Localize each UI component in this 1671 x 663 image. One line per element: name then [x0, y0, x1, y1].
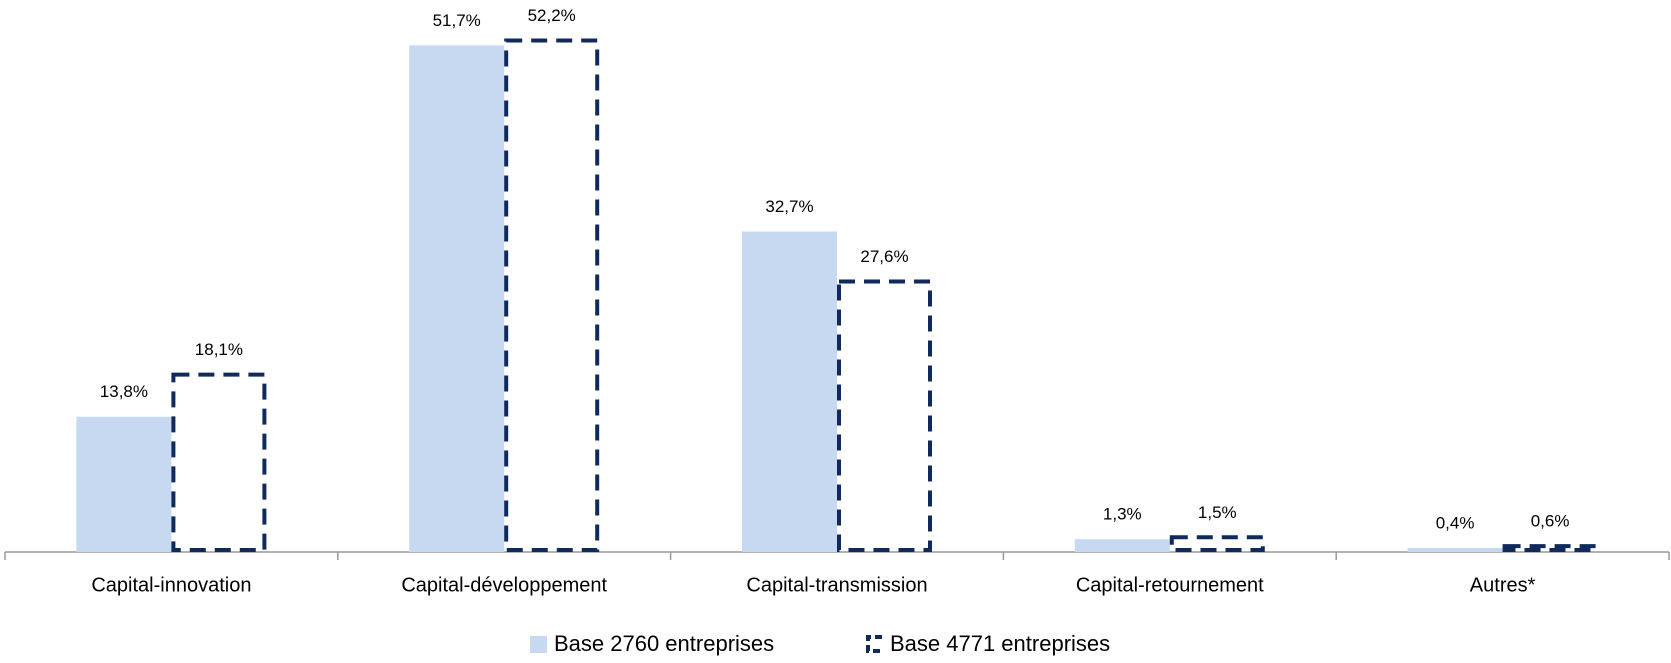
legend-label: Base 2760 entreprises: [554, 631, 774, 656]
x-tick-label: Capital-innovation: [91, 574, 251, 596]
value-label: 1,3%: [1103, 505, 1142, 524]
bar: [1074, 539, 1170, 552]
bar: [837, 279, 932, 552]
value-label: 51,7%: [433, 11, 481, 30]
value-label: 18,1%: [195, 340, 243, 359]
bar: [504, 38, 600, 552]
value-label: 27,6%: [860, 247, 908, 266]
x-tick-label: Capital-retournement: [1076, 574, 1264, 596]
legend-swatch: [530, 636, 547, 653]
bar: [1407, 548, 1503, 552]
x-tick-label: Capital-transmission: [746, 574, 927, 596]
value-label: 32,7%: [765, 197, 813, 216]
legend-swatch: [866, 635, 882, 653]
bar: [171, 372, 267, 552]
x-tick-label: Capital-développement: [401, 574, 607, 596]
value-label: 0,4%: [1436, 514, 1475, 533]
value-label: 52,2%: [528, 6, 576, 25]
value-label: 13,8%: [100, 382, 148, 401]
legend-label: Base 4771 entreprises: [890, 631, 1110, 656]
bar: [742, 231, 837, 553]
bar: [76, 416, 172, 552]
value-label: 0,6%: [1531, 512, 1570, 531]
bar: [1169, 535, 1265, 552]
bar: [1502, 544, 1598, 552]
x-tick-label: Autres*: [1470, 574, 1536, 596]
value-label: 1,5%: [1198, 503, 1237, 522]
bar: [409, 45, 505, 553]
